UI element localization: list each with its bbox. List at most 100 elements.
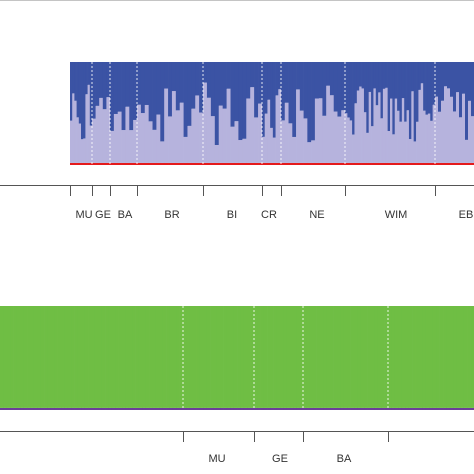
individual-bar-segment [166,306,170,408]
individual-bar-segment [418,407,423,410]
individual-bar-segment [314,98,319,163]
individual-bar-segment [121,130,126,163]
individual-bar-segment [140,162,146,165]
individual-bar-segment [74,100,77,163]
individual-bar-segment [420,83,424,163]
individual-bar-segment [387,162,391,165]
individual-bar-segment [453,162,457,165]
pop-label-bi: BI [227,209,237,221]
individual-bar-segment [401,407,406,410]
individual-bar-segment [61,407,65,410]
individual-bar-segment [117,62,122,112]
individual-bar-segment [61,306,65,408]
individual-bar-segment [264,162,268,165]
individual-bar-segment [206,162,212,165]
individual-bar-segment [132,306,136,408]
individual-bar-segment [137,162,142,165]
individual-bar-segment [326,85,331,163]
individual-bar-segment [137,62,142,105]
individual-bar-segment [125,407,130,410]
individual-bar-segment [262,62,266,137]
individual-bar-segment [92,118,96,163]
individual-bar-segment [135,306,140,408]
individual-bar-segment [468,162,472,165]
individual-bar-segment [333,162,338,165]
individual-bar-segment [293,306,297,408]
individual-bar-segment [318,62,323,99]
individual-bar-segment [347,117,351,163]
individual-bar-segment [273,407,278,410]
individual-bar-segment [423,62,426,111]
individual-bar-segment [444,162,448,165]
individual-bar-segment [226,88,231,163]
individual-bar-segment [377,407,382,410]
individual-bar-segment [160,62,165,142]
individual-bar-segment [323,407,328,410]
individual-bar-segment [366,62,370,133]
individual-bar-segment [263,306,268,408]
individual-bar-segment [471,162,474,165]
individual-bar-segment [195,62,200,96]
individual-bar-segment [356,162,360,165]
individual-bar-segment [278,162,282,165]
individual-bar-segment [471,116,474,163]
individual-bar-segment [91,306,96,408]
individual-bar-segment [179,162,184,165]
individual-bar-segment [159,407,164,410]
individual-bar-segment [438,162,442,165]
individual-bar-segment [347,306,351,408]
individual-bar-segment [391,407,396,410]
individual-bar-segment [449,407,454,410]
individual-bar-segment [394,62,398,99]
individual-bar-segment [54,306,58,408]
individual-bar-segment [361,162,365,165]
pop-label-ne: NE [309,209,324,221]
individual-bar-segment [404,162,407,165]
individual-bar-segment [275,95,279,163]
individual-bar-segment [85,62,88,95]
individual-bar-segment [23,306,28,408]
individual-bar-segment [337,116,342,163]
individual-bar-segment [262,136,266,163]
individual-bar-segment [378,92,381,163]
individual-bar-segment [16,407,21,410]
individual-bar-segment [345,162,348,165]
individual-bar-segment [222,62,227,109]
individual-bar-segment [223,306,228,408]
individual-bar-segment [213,407,218,410]
individual-bar-segment [405,407,409,410]
individual-bar-segment [401,98,405,163]
individual-bar-segment [74,407,79,410]
individual-bar-segment [33,306,38,408]
individual-bar-segment [183,407,187,410]
individual-bar-segment [381,306,385,408]
individual-bar-segment [364,306,368,408]
individual-bar-segment [203,407,208,410]
individual-bar-segment [388,306,392,408]
individual-bar-segment [99,162,104,165]
individual-bar-segment [138,306,143,408]
individual-bar-segment [453,407,458,410]
individual-bar-segment [3,407,8,410]
individual-bar-segment [320,407,324,410]
individual-bar-segment [30,306,35,408]
pop-label-cr: CR [261,209,277,221]
individual-bar-segment [354,407,358,410]
individual-bar-segment [288,123,293,163]
individual-bar-segment [115,407,119,410]
individual-bar-segment [155,306,160,408]
individual-bar-segment [172,306,177,408]
individual-bar-segment [382,162,386,165]
individual-bar-segment [441,162,445,165]
individual-bar-segment [276,407,281,410]
individual-bar-segment [467,306,471,408]
individual-bar-segment [399,162,403,165]
individual-bar-segment [78,162,82,165]
individual-bar-segment [233,407,238,410]
individual-bar-segment [196,306,201,408]
individual-bar-segment [320,306,324,408]
individual-bar-segment [382,62,386,89]
individual-bar-segment [275,62,279,96]
individual-bar-segment [456,92,460,163]
individual-bar-segment [441,100,445,163]
